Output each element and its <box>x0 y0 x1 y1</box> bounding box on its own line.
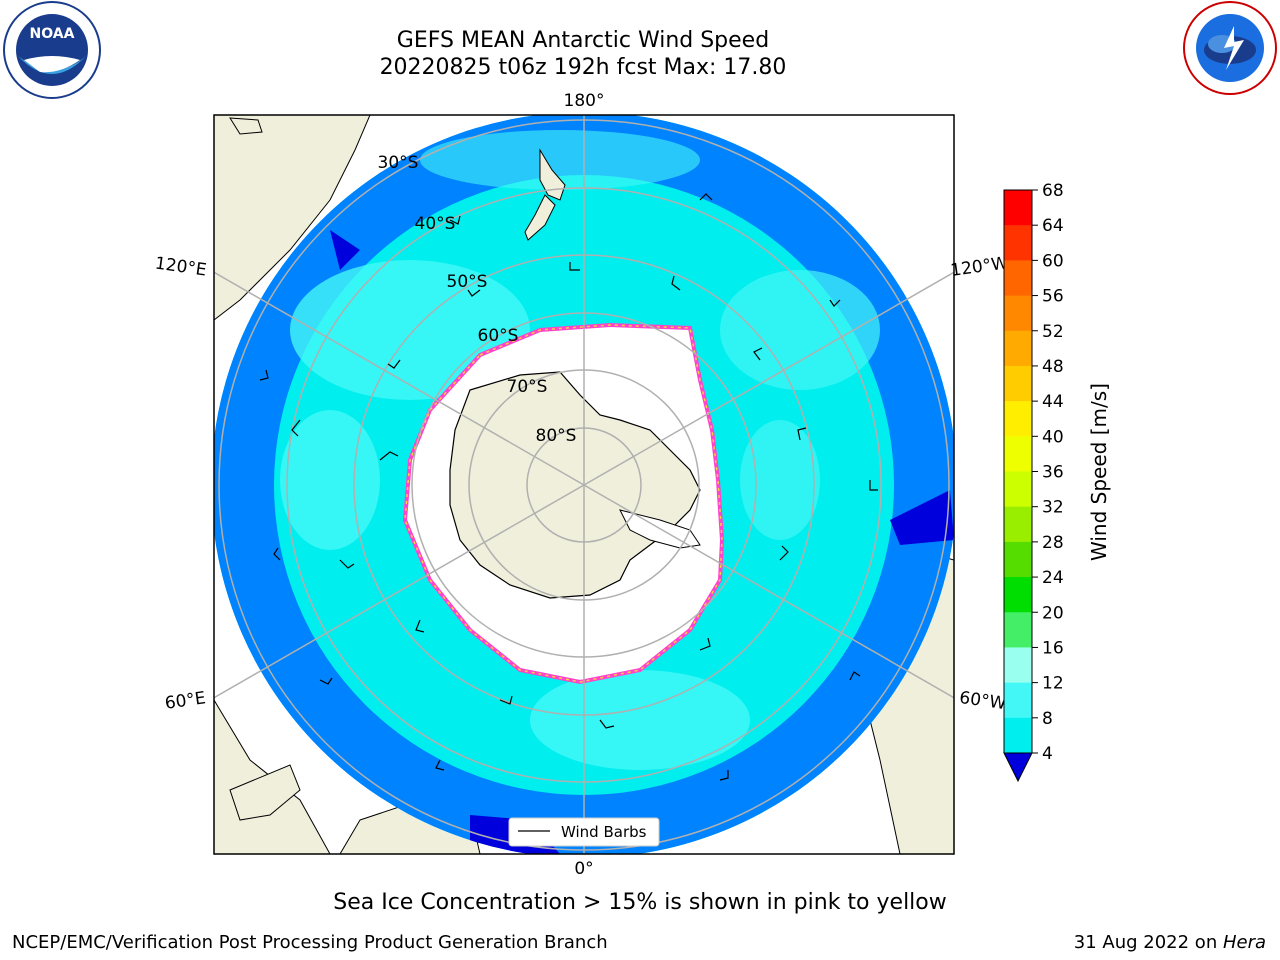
lon-label-0: 0° <box>574 859 593 879</box>
map-title: GEFS MEAN Antarctic Wind Speed <box>396 28 770 53</box>
colorbar-segment <box>1004 330 1032 367</box>
colorbar-tick-label: 36 <box>1042 463 1064 483</box>
colorbar-segment <box>1004 717 1032 754</box>
colorbar-label: Wind Speed [m/s] <box>1087 383 1111 561</box>
lon-label-120e: 120°E <box>154 254 208 281</box>
lat-label-50s: 50°S <box>447 272 488 292</box>
legend-box <box>508 817 660 847</box>
noaa-logo-text: NOAA <box>30 26 75 42</box>
colorbar-segment <box>1004 225 1032 261</box>
map-subtitle: 20220825 t06z 192h fcst Max: 17.80 <box>379 55 787 80</box>
colorbar-tick-label: 64 <box>1042 216 1064 236</box>
colorbar-segment <box>1004 190 1032 226</box>
footer-date: 31 Aug 2022 on Hera <box>1074 932 1266 953</box>
colorbar-segment <box>1004 401 1032 437</box>
colorbar-segment <box>1004 436 1032 472</box>
lon-label-120w: 120°W <box>949 253 1009 281</box>
colorbar-tick-label: 20 <box>1042 603 1064 623</box>
colorbar-tick-label: 4 <box>1042 744 1053 764</box>
nws-logo <box>1183 1 1277 95</box>
colorbar-segment <box>1004 260 1032 297</box>
colorbar-segment <box>1004 577 1032 613</box>
colorbar-tick-label: 24 <box>1042 568 1064 588</box>
colorbar-segment <box>1004 612 1032 648</box>
footer-date-text: 31 Aug 2022 on <box>1073 932 1223 953</box>
footer-host: Hera <box>1222 932 1266 953</box>
colorbar-segment <box>1004 506 1032 543</box>
colorbar-tick-label: 28 <box>1042 533 1064 553</box>
colorbar-tick-label: 16 <box>1042 638 1064 658</box>
lat-label-30s: 30°S <box>378 153 419 173</box>
lat-label-70s: 70°S <box>507 377 548 397</box>
colorbar: 68 64 60 56 52 48 44 40 36 32 28 24 20 16 12 8 4 <box>1003 181 1064 783</box>
colorbar-tick-label: 48 <box>1042 357 1064 377</box>
lat-label-40s: 40°S <box>415 214 456 234</box>
colorbar-tick-label: 52 <box>1042 322 1064 342</box>
colorbar-tick-label: 68 <box>1042 181 1064 201</box>
lat-label-60s: 60°S <box>478 326 519 346</box>
colorbar-tick-label: 40 <box>1042 427 1064 447</box>
colorbar-tick-label: 8 <box>1042 709 1053 729</box>
colorbar-segment <box>1004 647 1032 684</box>
colorbar-tick-label: 44 <box>1042 392 1064 412</box>
colorbar-segment <box>1004 682 1032 719</box>
colorbar-tick-label: 60 <box>1042 251 1064 271</box>
colorbar-segment <box>1004 365 1032 402</box>
colorbar-under-arrow <box>1003 752 1033 783</box>
colorbar-tick-label: 12 <box>1042 674 1064 694</box>
colorbar-segment <box>1004 541 1032 578</box>
colorbar-tick-label: 56 <box>1042 287 1064 307</box>
sea-ice-caption: Sea Ice Concentration > 15% is shown in … <box>333 890 947 915</box>
lon-label-60w: 60°W <box>958 688 1007 714</box>
lat-label-80s: 80°S <box>536 426 577 446</box>
colorbar-tick-label: 32 <box>1042 498 1064 518</box>
lon-label-180: 180° <box>564 91 605 111</box>
legend-label: Wind Barbs <box>561 823 647 841</box>
colorbar-segment <box>1004 295 1032 332</box>
noaa-logo: NOAA <box>3 1 101 99</box>
wind-barbs <box>259 193 878 781</box>
footer-branch: NCEP/EMC/Verification Post Processing Pr… <box>12 932 608 953</box>
colorbar-segment <box>1004 471 1032 508</box>
lon-label-60e: 60°E <box>164 688 207 713</box>
